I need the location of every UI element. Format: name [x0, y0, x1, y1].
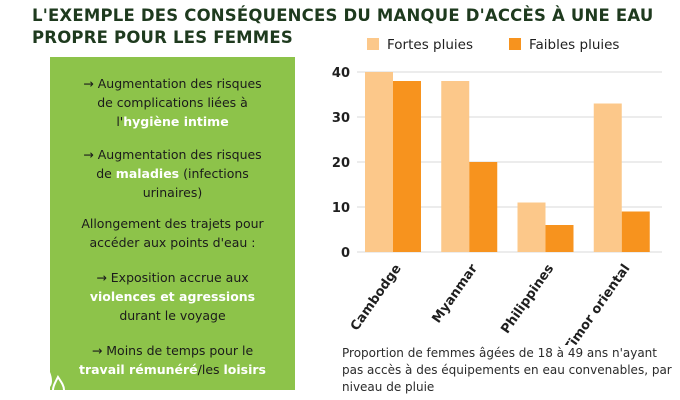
item-text: → Augmentation des risques: [83, 147, 262, 162]
chart-caption: Proportion de femmes âgées de 18 à 49 an…: [342, 346, 672, 394]
item-text: de: [96, 166, 116, 181]
item-text: → Moins de temps pour le: [91, 343, 254, 358]
item-text: (infections: [179, 166, 249, 181]
item-text: de complications liées à: [97, 95, 248, 110]
item-text: l': [116, 114, 124, 129]
bar-faibles-timor-oriental: [621, 211, 650, 252]
legend-swatch: [509, 38, 521, 50]
page-title: L'EXEMPLE DES CONSÉQUENCES DU MANQUE D'A…: [32, 5, 662, 49]
item-text: accéder aux points d'eau :: [89, 235, 256, 250]
highlight-text: travail rémunéré: [78, 362, 198, 377]
bar-faibles-myanmar: [469, 162, 498, 252]
x-tick-label: Philippines: [498, 261, 557, 336]
consequences-panel: → Augmentation des risques de complicati…: [50, 57, 295, 390]
title-line-2: PROPRE POUR LES FEMMES: [32, 28, 293, 47]
legend-label: Fortes pluies: [387, 37, 473, 53]
legend-label: Faibles pluies: [529, 37, 619, 53]
consequence-item-trajets: Allongement des trajets pour accéder aux…: [50, 214, 295, 252]
item-text: Allongement des trajets pour: [81, 216, 264, 231]
x-tick-label: Cambodge: [348, 262, 405, 334]
title-line-1: L'EXEMPLE DES CONSÉQUENCES DU MANQUE D'A…: [32, 6, 654, 25]
bar-fortes-cambodge: [365, 72, 393, 252]
bar-fortes-timor-oriental: [593, 103, 622, 252]
x-tick-label: Myanmar: [430, 261, 482, 326]
item-text: /les: [197, 362, 224, 377]
y-tick-label: 0: [341, 246, 350, 261]
consequence-item-violences: → Exposition accrue aux violences et agr…: [50, 268, 295, 325]
highlight-text: hygiène intime: [123, 114, 229, 129]
water-drops-icon: [31, 357, 66, 397]
y-tick-label: 30: [332, 111, 350, 126]
highlight-text: maladies: [115, 166, 180, 181]
bar-fortes-philippines: [517, 202, 546, 252]
x-tick-label: Timor oriental: [561, 262, 633, 345]
consequence-item-maladies: → Augmentation des risques de maladies (…: [50, 145, 295, 202]
item-text: urinaires): [142, 185, 203, 200]
item-text: → Exposition accrue aux: [96, 270, 249, 285]
highlight-text: violences et agressions: [89, 289, 256, 304]
bar-faibles-cambodge: [393, 81, 421, 252]
consequence-item-hygiene: → Augmentation des risques de complicati…: [50, 74, 295, 131]
bar-chart: 0 10 20 30 40 Cambodge Myanmar Philippines Timor…: [332, 37, 662, 345]
y-tick-label: 40: [332, 66, 350, 81]
bar-fortes-myanmar: [441, 81, 470, 252]
legend-swatch: [367, 38, 379, 50]
y-tick-label: 20: [332, 156, 350, 171]
item-text: durant le voyage: [119, 308, 226, 323]
item-text: → Augmentation des risques: [83, 76, 262, 91]
consequence-item-temps: → Moins de temps pour le travail rémunér…: [50, 341, 295, 379]
bar-faibles-philippines: [545, 225, 574, 252]
highlight-text: loisirs: [223, 362, 267, 377]
y-tick-label: 10: [332, 201, 350, 216]
